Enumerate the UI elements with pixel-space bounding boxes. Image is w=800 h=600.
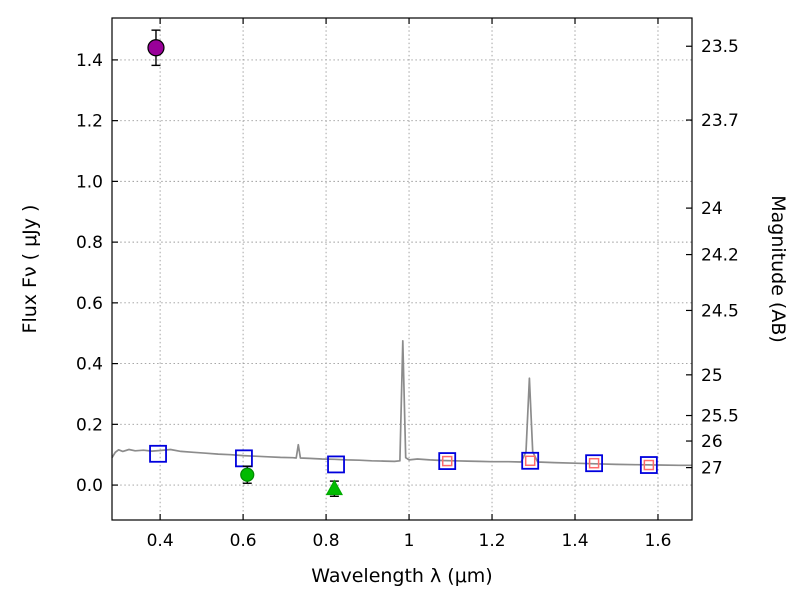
magenta-detection [147,29,165,67]
y-tick-label-right: 23.7 [701,111,739,131]
y-tick-label-right: 24.5 [701,301,739,321]
x-tick-label: 0.4 [147,531,174,551]
y-tick-label-right: 26 [701,432,723,452]
magenta-detection-marker [147,39,165,57]
y-tick-label-right: 27 [701,459,723,479]
green-detection-marker [240,467,255,482]
x-tick-label: 1 [404,531,415,551]
left-tick-labels: 0.0 0.2 0.4 0.6 0.8 1.0 1.2 1.4 [76,51,103,496]
x-tick-labels: 0.4 0.6 0.8 1 1.2 1.4 1.6 [147,531,672,551]
x-tick-label: 0.6 [230,531,257,551]
axis-ticks [112,18,692,520]
y-tick-label-right: 24 [701,199,723,219]
y-tick-label-left: 1.4 [76,51,103,71]
grid [112,18,692,520]
green-upper-limit-marker [325,479,343,496]
blue-square-photometry-marker [521,451,540,470]
y-tick-label-left: 1.0 [76,172,103,192]
y-tick-label-right: 25 [701,366,723,386]
plot-frame [111,17,693,521]
x-tick-label: 1.6 [644,531,671,551]
y-tick-label-right: 25.5 [701,407,739,427]
green-detection [240,465,255,484]
red-square-photometry [441,455,655,471]
red-square-photometry-marker [643,459,655,471]
y-tick-label-right: 24.2 [701,246,739,266]
y-tick-label-left: 0.6 [76,294,103,314]
blue-square-photometry-marker [639,456,658,474]
y-tick-label-left: 0.0 [76,476,103,496]
blue-square-photometry [149,444,658,474]
blue-square-photometry-marker [438,452,457,470]
right-tick-labels: 23.5 23.7 24 24.2 24.5 25 25.5 26 27 [701,37,739,478]
x-tick-label: 0.8 [313,531,340,551]
y-tick-label-left: 1.2 [76,112,103,132]
y-axis-label-right: Magnitude (AB) [767,195,789,343]
blue-square-photometry-marker [585,454,603,473]
blue-square-photometry-marker [327,455,345,474]
red-square-photometry-marker [588,457,600,469]
model-spectrum [111,339,692,467]
blue-square-photometry-marker [235,449,253,468]
green-upper-limit [325,479,343,498]
red-square-photometry-marker [441,455,453,467]
y-tick-label-right: 23.5 [701,37,739,57]
y-axis-label-left: Flux Fν ( μJy ) [19,205,41,334]
y-tick-label-left: 0.8 [76,233,103,253]
blue-square-photometry-marker [149,444,167,463]
x-tick-label: 1.2 [479,531,506,551]
y-tick-label-left: 0.2 [76,415,103,435]
y-tick-label-left: 0.4 [76,355,103,375]
x-axis-label: Wavelength λ (μm) [311,565,492,587]
x-tick-label: 1.4 [561,531,588,551]
red-square-photometry-marker [524,455,536,467]
